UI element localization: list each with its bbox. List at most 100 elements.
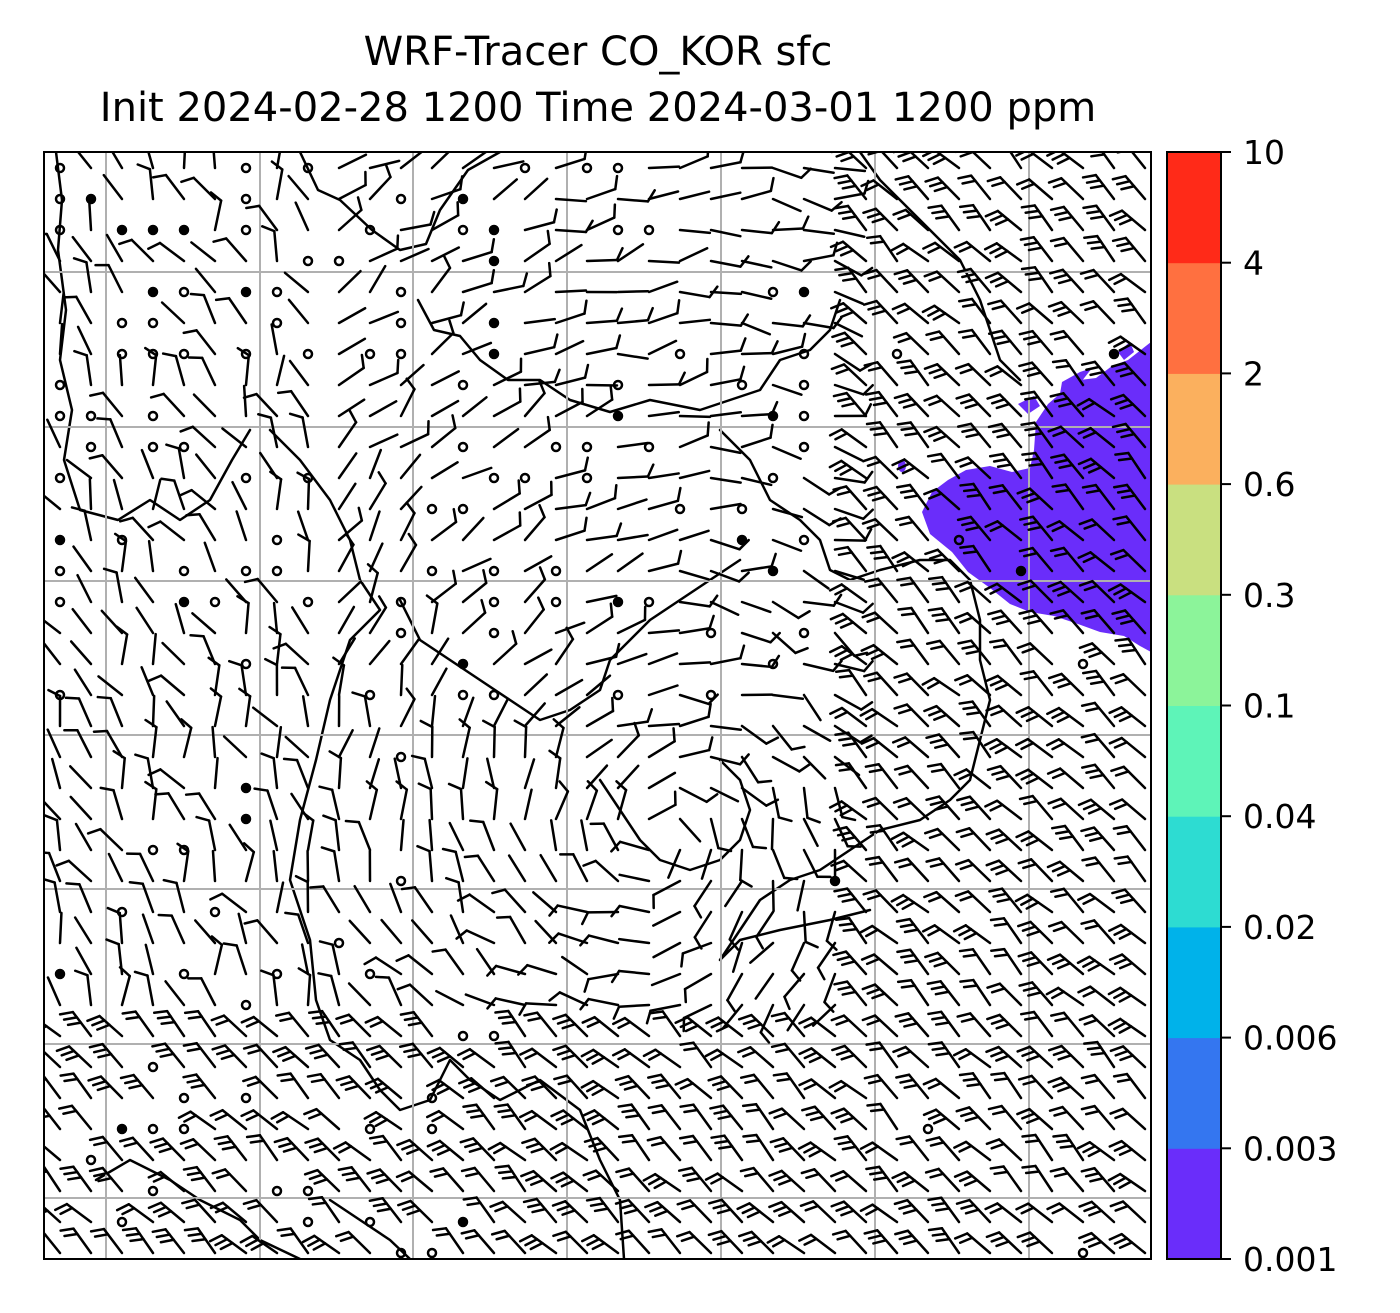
wind-barb-shaft [226,1135,248,1162]
wind-barb-flag [956,422,973,428]
wind-barb-flag [1050,824,1067,830]
wind-barb-flag [1055,488,1071,494]
wind-barb-flag [89,391,105,397]
wind-barb-shaft [430,313,463,325]
wind-barb-flag [985,859,1001,867]
wind-barb-flag [147,520,162,529]
wind-barb-shaft [255,1043,279,1069]
wind-barb-shaft [802,197,833,212]
wind-barb-flag [863,1073,879,1080]
wind-barb-flag [646,306,654,322]
wind-barb-flag [994,683,1010,691]
wind-barb-shaft [972,544,992,573]
wind-barb-shaft [275,152,282,170]
wind-barb-shaft [251,1234,279,1255]
wind-barb-flag [899,923,916,929]
colorbar-segment [1167,152,1221,264]
wind-barb-shaft [873,611,899,635]
wind-barb-flag [831,1044,846,1052]
wind-barb-flag [1078,642,1094,650]
wind-barb-shaft [771,227,805,232]
calm-wind-marker [271,565,283,577]
wind-barb-flag [929,1141,945,1147]
wind-barb-flag [1020,834,1035,843]
wind-barb-flag [220,1053,236,1061]
wind-barb-shaft [454,850,465,883]
wind-barb-shaft [182,850,190,883]
wind-barb-flag [830,1107,846,1115]
wind-barb-shaft [1028,642,1054,666]
wind-barb-shaft [833,724,862,744]
wind-barb-flag [935,617,951,623]
wind-barb-flag [1078,518,1094,526]
wind-barb-flag [928,553,944,560]
wind-barb-flag [29,640,42,642]
wind-barb-flag [1089,680,1106,685]
wind-barb-shaft [935,890,961,914]
wind-barb-flag [989,213,1005,222]
wind-barb-flag [794,646,809,655]
wind-barb-shaft [423,757,434,790]
wind-barb-shaft [464,993,496,1007]
wind-barb-shaft [616,243,645,263]
wind-barb-flag [363,1110,378,1120]
wind-barb-flag [1110,765,1126,773]
wind-barb-shaft [561,955,589,976]
wind-barb-flag [1054,551,1070,558]
wind-barb-flag [1114,677,1130,685]
wind-barb-flag [1084,273,1100,280]
wind-barb-flag [994,280,1010,288]
wind-barb-shaft [1090,642,1116,666]
wind-barb-flag [491,888,507,895]
wind-barb-flag [1076,397,1091,407]
wind-barb-flag [1022,334,1039,341]
wind-barb-shaft [1093,1073,1116,1100]
wind-barb-shaft [556,904,589,914]
wind-barb-flag [1014,893,1029,903]
wind-barb-flag [739,337,747,352]
wind-barb-flag [902,278,918,285]
wind-barb-flag [615,246,624,262]
wind-barb-shaft [1125,1072,1147,1100]
wind-barb-flag [1118,994,1133,1003]
wind-barb-flag [591,1241,606,1251]
wind-barb-flag [313,1178,329,1185]
wind-barb-flag [615,1229,631,1236]
wind-barb-shaft [1000,1104,1023,1131]
wind-barb-flag [871,216,887,224]
wind-barb-shaft [165,700,186,728]
wind-barb-flag [1111,888,1127,895]
wind-barb-flag [904,370,920,375]
wind-barb-shaft [997,1045,1023,1069]
wind-barb-flag [961,520,977,527]
wind-barb-flag [841,277,858,282]
wind-barb-shaft [647,383,681,387]
calm-wind-marker [302,596,314,608]
wind-barb-shaft [227,296,248,325]
wind-barb-flag [1018,546,1034,553]
wind-barb-flag [538,503,546,519]
wind-barb-flag [372,1140,389,1145]
wind-barb-flag [726,998,736,1013]
coastline [398,558,742,722]
wind-barb-flag [927,1112,943,1121]
calm-wind-marker [54,596,66,608]
wind-barb-flag [862,508,874,521]
wind-barb-flag [841,815,857,822]
wind-barb-shaft [771,166,803,180]
wind-barb-flag [966,493,982,498]
wind-barb-flag [841,836,857,842]
wind-barb-flag [612,1005,621,1020]
wind-barb-shaft [909,978,930,1007]
wind-barb-flag [954,890,970,898]
wind-barb-flag [1083,1018,1099,1026]
wind-barb-shaft [399,453,422,480]
wind-barb-shaft [195,1041,217,1069]
calm-wind-marker [178,565,190,577]
wind-barb-shaft [337,337,367,356]
wind-barb-flag [92,1047,109,1054]
wind-barb-flag [1082,555,1097,564]
wind-barb-flag [88,1135,105,1142]
wind-barb-shaft [337,208,363,232]
wind-barb-flag [280,1077,296,1083]
